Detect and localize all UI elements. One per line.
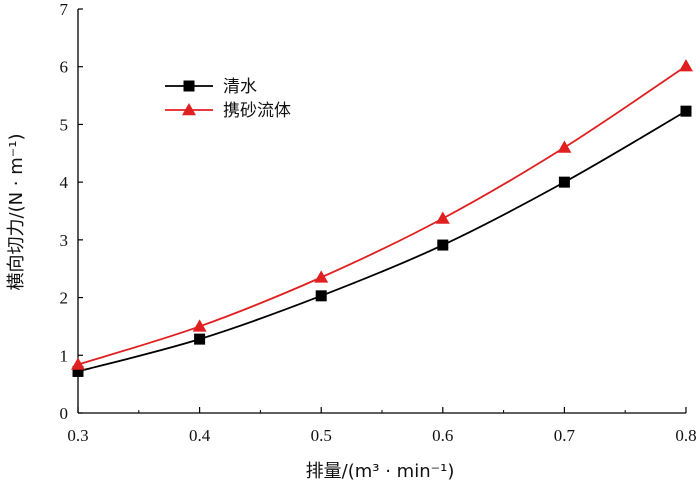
data-point [435,211,450,224]
x-tick-label: 0.3 [67,426,88,445]
tick-labels: 0 1 2 3 4 5 6 7 0.3 0.4 0.5 0.6 0.7 0.8 [60,0,697,445]
data-point [558,176,570,188]
y-tick-label: 6 [60,58,69,77]
legend-marker [183,80,195,92]
y-tick-label: 4 [60,173,69,192]
series-layer [71,59,693,377]
data-point [437,239,449,251]
tick-marks [77,8,687,414]
x-axis-title: 排量/(m³ · min⁻¹) [306,461,455,482]
legend-label: 携砂流体 [223,101,291,121]
data-point [72,365,84,377]
data-point [557,140,572,153]
series-line [77,110,687,373]
data-point [194,333,206,345]
series-2 [71,59,693,370]
y-tick-label: 5 [60,115,69,134]
data-point [679,59,693,72]
data-point [315,290,327,302]
x-tick-label: 0.8 [675,426,696,445]
y-axis-title: 横向切力/(N · m⁻¹) [6,134,27,291]
x-tick-label: 0.4 [189,426,211,445]
y-tick-label: 1 [60,346,69,365]
x-tick-label: 0.6 [432,426,453,445]
axes [77,9,686,414]
y-tick-label: 2 [60,289,69,308]
series-1 [72,105,692,377]
y-tick-label: 3 [60,231,69,250]
series-line [77,65,687,366]
legend-marker [182,103,196,116]
data-point [314,270,329,283]
data-point [680,105,692,117]
y-tick-label: 7 [60,0,69,19]
x-tick-label: 0.7 [554,426,576,445]
data-point [192,319,207,332]
y-tick-label: 0 [60,404,69,423]
x-tick-label: 0.5 [311,426,332,445]
legend-label: 清水 [223,77,257,97]
data-point [71,357,85,370]
